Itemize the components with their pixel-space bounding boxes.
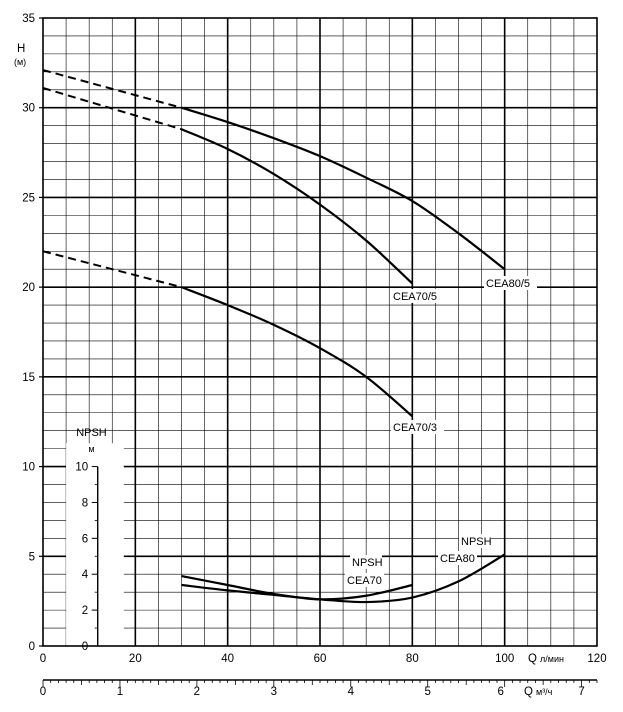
- x-tick-label: 60: [314, 653, 327, 665]
- curve-CEA80/5: [181, 106, 506, 271]
- npsh-tick-label: 10: [75, 462, 88, 474]
- major-grid: [43, 18, 597, 646]
- plot-frame: [42, 17, 598, 647]
- label-npsh-cea80-npsh: NPSH: [461, 536, 492, 548]
- label-npsh-cea80-npsh-bg: [459, 534, 491, 548]
- labels: CEA80/5 CEA70/5 CEA70/3 NPSH CEA70 NPSH CEA80: [345, 276, 537, 587]
- x-tick-label: 80: [406, 653, 419, 665]
- secondary-x-tick-label: 2: [194, 686, 200, 698]
- npsh-axis-unit: м: [88, 444, 94, 454]
- curve-dashed-CEA70/5: [42, 87, 182, 131]
- curve-dashed-CEA70/3: [42, 250, 182, 289]
- secondary-x-tick-label: 6: [497, 686, 503, 698]
- y-tick-label: 5: [29, 551, 35, 563]
- npsh-curve-CEA80: [181, 553, 506, 604]
- curve-dashed-CEA80/5: [42, 69, 182, 109]
- npsh-axis: 0 2 4 6 8 10 NPSH м: [75, 427, 106, 653]
- y-tick-label: 25: [22, 192, 35, 204]
- x-tick-label: 40: [221, 653, 234, 665]
- label-npsh-cea70-npsh: NPSH: [352, 557, 383, 569]
- x-tick-label: 100: [495, 653, 514, 665]
- label-cea70-3: CEA70/3: [393, 422, 437, 434]
- label-cea70-5: CEA70/5: [393, 291, 437, 303]
- y-axis-label: H: [17, 43, 25, 55]
- label-npsh-cea70-bg: [345, 573, 384, 587]
- label-npsh-cea80: CEA80: [440, 553, 475, 565]
- label-npsh-cea70-npsh-bg: [350, 555, 382, 569]
- label-npsh-cea70: CEA70: [347, 575, 382, 587]
- curve-CEA70/3: [181, 286, 414, 418]
- y-tick-label: 30: [22, 103, 35, 115]
- secondary-x-tick-label: 7: [578, 686, 584, 698]
- curves: [42, 69, 506, 604]
- y-tick-label: 15: [22, 372, 35, 384]
- curve-CEA70/5: [181, 128, 414, 285]
- secondary-x-tick-label: 4: [348, 686, 355, 698]
- secondary-x-axis-unit: м³/ч: [536, 687, 553, 697]
- label-cea80-5-bg: [484, 276, 537, 290]
- label-cea70-5-bg: [391, 289, 444, 303]
- label-cea80-5: CEA80/5: [486, 278, 530, 290]
- secondary-x-tick-label: 0: [40, 686, 46, 698]
- npsh-tick-label: 2: [82, 605, 88, 617]
- npsh-tick-label: 6: [82, 533, 88, 545]
- npsh-axis-label: NPSH: [76, 427, 107, 439]
- x-axis-label: Q: [528, 653, 537, 665]
- x-tick-label: 120: [587, 653, 606, 665]
- y-tick-label: 35: [22, 13, 35, 25]
- y-tick-label: 0: [29, 641, 35, 653]
- npsh-tick-label: 0: [82, 641, 88, 653]
- npsh-tick-label: 4: [82, 569, 89, 581]
- secondary-x-axis-label: Q: [524, 686, 533, 698]
- label-cea70-3-bg: [391, 420, 444, 434]
- npsh-axis-panel: [66, 443, 124, 646]
- secondary-x-tick-label: 3: [271, 686, 277, 698]
- label-npsh-cea80-bg: [438, 551, 477, 565]
- y-axis-unit: (м): [14, 57, 26, 67]
- y-tick-label: 20: [22, 282, 35, 294]
- npsh-tick-label: 8: [82, 497, 88, 509]
- x-tick-label: 20: [129, 653, 142, 665]
- x-tick-label: 0: [40, 653, 46, 665]
- x-axis-unit: л/мин: [540, 654, 564, 664]
- secondary-x-tick-label: 1: [117, 686, 123, 698]
- secondary-x-tick-label: 5: [425, 686, 431, 698]
- y-tick-label: 10: [22, 462, 35, 474]
